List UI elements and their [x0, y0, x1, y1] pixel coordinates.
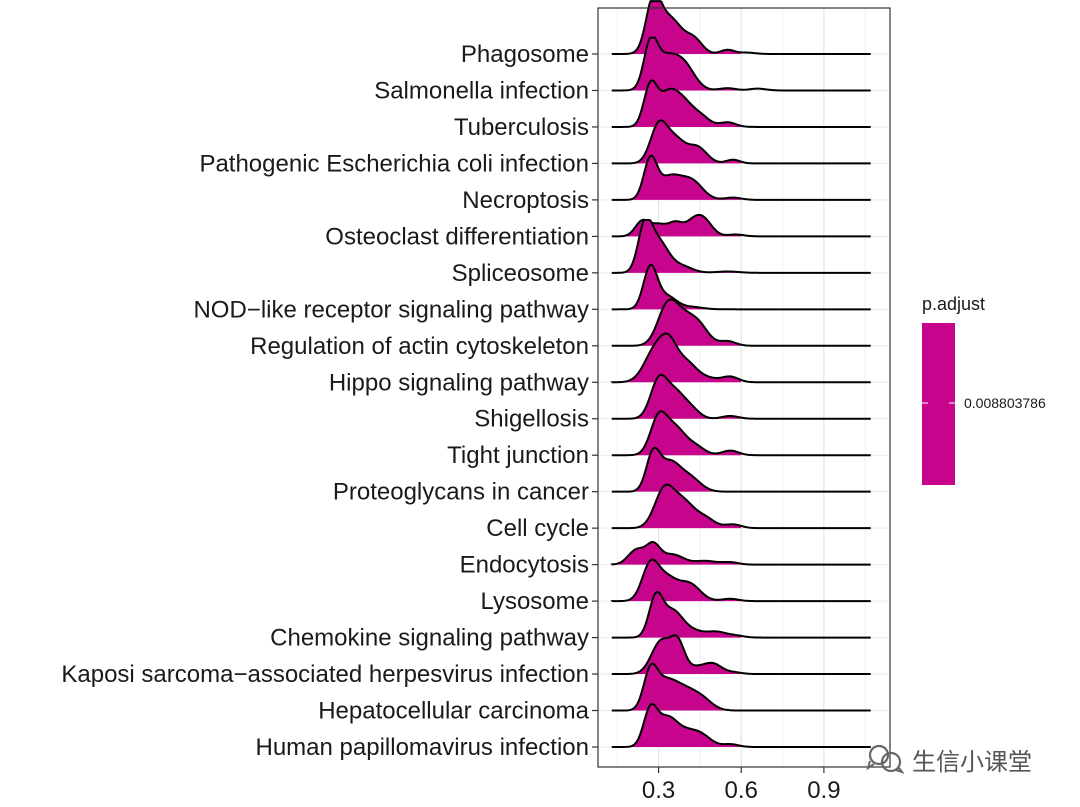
ridge-outline: [611, 263, 871, 311]
y-tick-label: Tuberculosis: [454, 114, 589, 141]
ridge-outline: [610, 541, 871, 566]
y-tick-label: Regulation of actin cytoskeleton: [250, 333, 589, 360]
y-tick-label: Hepatocellular carcinoma: [318, 698, 589, 725]
legend-colorbar: [922, 323, 955, 485]
ridge-outline: [611, 446, 871, 493]
ridge-outline: [610, 558, 871, 603]
y-tick-label: Endocytosis: [460, 552, 589, 579]
y-tick-label: Osteoclast differentiation: [325, 223, 589, 250]
ridge-fill: [611, 264, 742, 310]
ridge-fill: [611, 447, 742, 492]
legend: p.adjust 0.008803786: [922, 294, 1046, 485]
y-tick-label: Chemokine signaling pathway: [270, 625, 589, 652]
ridge-fill: [611, 559, 742, 602]
ridge-outline: [611, 213, 871, 238]
ridge-fill: [611, 411, 742, 456]
ridge-fill: [611, 333, 742, 383]
ridge-fill: [611, 663, 742, 711]
x-tick-label: 0.6: [725, 777, 758, 804]
ridge-outline: [611, 154, 871, 201]
y-tick-label: Salmonella infection: [374, 77, 589, 104]
y-tick-label: Necroptosis: [462, 187, 589, 214]
wechat-channel-icon: [866, 744, 904, 774]
y-tick-label: Pathogenic Escherichia coli infection: [199, 150, 589, 177]
ridge-outline: [611, 119, 871, 165]
ridge-fill: [611, 703, 742, 747]
ridge-fill: [611, 1, 742, 55]
ridge-outline: [611, 0, 871, 55]
ridge-fill: [611, 219, 742, 273]
legend-title: p.adjust: [922, 294, 985, 314]
ridge-fill: [611, 120, 742, 164]
ridge-fill: [611, 37, 742, 91]
ridge-fill: [611, 80, 742, 127]
y-tick-label: Hippo signaling pathway: [329, 369, 589, 396]
ridge-outline: [611, 298, 871, 347]
watermark: 生信小课堂: [866, 742, 1032, 776]
legend-label: 0.008803786: [964, 395, 1046, 411]
ridge-outline: [611, 483, 871, 530]
x-axis: 0.3 0.6 0.9: [642, 767, 841, 804]
ridge-outline: [611, 634, 871, 676]
x-tick-label: 0.9: [807, 777, 840, 804]
ridge-fill: [611, 155, 742, 200]
ridge-outline: [611, 702, 871, 748]
y-tick-label: Kaposi sarcoma−associated herpesvirus in…: [61, 661, 589, 688]
y-tick-label: Spliceosome: [452, 260, 589, 287]
y-tick-label: Shigellosis: [474, 406, 589, 433]
panel-background: [598, 8, 890, 767]
ridge-fill: [611, 591, 742, 638]
watermark-text: 生信小课堂: [912, 747, 1032, 776]
y-tick-label: Tight junction: [447, 442, 589, 469]
plot-panel: [597, 0, 891, 768]
ridge-outline: [611, 662, 871, 712]
ridge-outline: [611, 36, 871, 92]
ridge-fill: [611, 374, 742, 419]
ridge-outline: [611, 373, 871, 420]
ridge-outline: [610, 332, 871, 384]
panel-border: [597, 7, 891, 768]
ridge-outline: [611, 410, 871, 457]
ridge-outline: [611, 218, 871, 274]
y-tick-label: NOD−like receptor signaling pathway: [193, 296, 589, 323]
x-tick-label: 0.3: [642, 777, 675, 804]
y-tick-label: Human papillomavirus infection: [256, 734, 590, 761]
ridge-fill: [611, 635, 742, 675]
y-axis-labels: Phagosome Salmonella infection Tuberculosi…: [61, 41, 598, 761]
y-tick-label: Proteoglycans in cancer: [333, 479, 589, 506]
y-tick-label: Lysosome: [481, 588, 590, 615]
y-tick-label: Cell cycle: [486, 515, 589, 542]
y-tick-label: Phagosome: [461, 41, 589, 68]
ridge-outline: [611, 590, 871, 639]
ridge-fill: [611, 484, 742, 529]
ridge-outline: [611, 79, 871, 128]
